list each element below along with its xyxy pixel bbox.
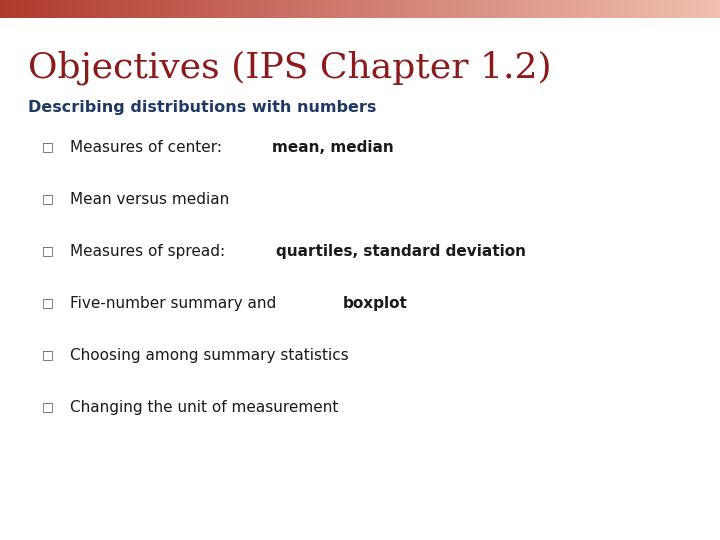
Text: □: □ — [42, 296, 54, 309]
Text: quartiles, standard deviation: quartiles, standard deviation — [276, 244, 526, 259]
Text: Describing distributions with numbers: Describing distributions with numbers — [28, 100, 377, 115]
Text: □: □ — [42, 140, 54, 153]
Text: Measures of center:: Measures of center: — [70, 140, 227, 155]
Text: □: □ — [42, 400, 54, 413]
Text: □: □ — [42, 244, 54, 257]
Text: □: □ — [42, 348, 54, 361]
Text: Measures of spread:: Measures of spread: — [70, 244, 230, 259]
Text: □: □ — [42, 192, 54, 205]
Text: boxplot: boxplot — [343, 296, 408, 311]
Text: Changing the unit of measurement: Changing the unit of measurement — [70, 400, 338, 415]
Text: mean, median: mean, median — [272, 140, 394, 155]
Text: Mean versus median: Mean versus median — [70, 192, 229, 207]
Text: Five-number summary and: Five-number summary and — [70, 296, 281, 311]
Text: Choosing among summary statistics: Choosing among summary statistics — [70, 348, 348, 363]
Text: Objectives (IPS Chapter 1.2): Objectives (IPS Chapter 1.2) — [28, 50, 552, 85]
